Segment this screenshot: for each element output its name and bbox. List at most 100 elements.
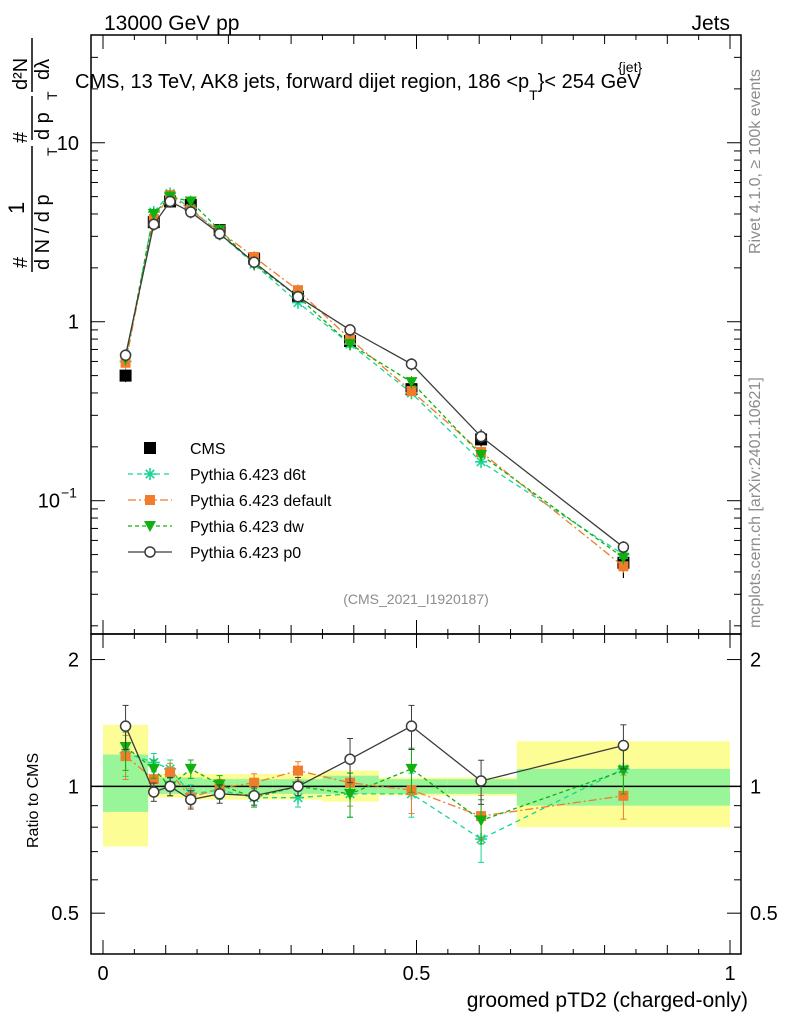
- ratio-point-3: [119, 720, 132, 732]
- ratio-point-3: [475, 775, 487, 787]
- main-point-3: [213, 228, 226, 240]
- y-tick-label: 1: [68, 312, 79, 334]
- ratio-y-axis-label: Ratio to CMS: [25, 753, 42, 848]
- main-point-3: [475, 430, 487, 443]
- main-point-3: [248, 256, 260, 268]
- main-point-3: [164, 195, 176, 208]
- x-tick-label: 0: [97, 963, 108, 985]
- chart-title: CMS, 13 TeV, AK8 jets, forward dijet reg…: [75, 59, 642, 103]
- main-point-1: [292, 285, 303, 296]
- ratio-point-1: [618, 790, 629, 801]
- main-point-3: [185, 206, 197, 218]
- ratio-tick-label-right: 2: [750, 650, 761, 672]
- ratio-tick-label-left: 2: [68, 650, 79, 672]
- ratio-point-2: [405, 763, 418, 775]
- legend-label-1: Pythia 6.423 d6t: [190, 467, 306, 484]
- ratio-point-3: [185, 793, 197, 806]
- ratio-tick-label-right: 1: [750, 776, 761, 798]
- ratio-point-3: [344, 753, 356, 765]
- x-tick-label: 0.5: [403, 963, 431, 985]
- main-point-2: [344, 339, 357, 351]
- main-series-layer: [119, 187, 630, 578]
- y-tick-label-exp: −1: [61, 485, 77, 501]
- main-point-2: [147, 208, 160, 220]
- ratio-point-3: [405, 720, 418, 732]
- ratio-point-2: [147, 763, 160, 775]
- ratio-tick-label-left: 0.5: [51, 903, 79, 925]
- main-point-2: [184, 196, 197, 208]
- ylabel-t2: T: [44, 91, 60, 100]
- main-point-2: [475, 450, 488, 462]
- ylabel-dlambda: dλ: [32, 59, 54, 80]
- legend-label-0: CMS: [190, 441, 226, 458]
- main-point-3: [405, 358, 418, 370]
- ylabel-hash2: #: [10, 131, 32, 143]
- legend-label-3: Pythia 6.423 dw: [190, 519, 304, 536]
- svg-text:CMS, 13 TeV, AK8 jets, forward: CMS, 13 TeV, AK8 jets, forward dijet reg…: [75, 71, 641, 103]
- ratio-point-1: [249, 777, 260, 788]
- ratio-tick-label-right: 0.5: [750, 903, 778, 925]
- ratio-point-3: [617, 739, 630, 752]
- ratio-series-layer: [119, 704, 630, 863]
- ratio-point-3: [292, 780, 304, 793]
- ratio-line-1: [125, 755, 624, 817]
- ylabel-hash1: #: [10, 256, 32, 268]
- main-y-axis-label: # 1 d N / d p T # d p T d²N dλ: [4, 38, 60, 272]
- y-tick-label: 10: [57, 133, 79, 155]
- ratio-point-1: [165, 767, 176, 778]
- main-point-3: [344, 324, 356, 336]
- mcplots-label: mcplots.cern.ch [arXiv:2401.10621]: [747, 377, 764, 628]
- header-left: 13000 GeV pp: [104, 12, 239, 35]
- ratio-point-3: [164, 780, 176, 793]
- legend-marker-3: [144, 521, 156, 532]
- ylabel-one: 1: [4, 202, 29, 214]
- ratio-point-1: [292, 765, 303, 776]
- main-point-1: [618, 561, 629, 572]
- legend-label-2: Pythia 6.423 default: [190, 493, 332, 510]
- main-point-2: [617, 552, 630, 564]
- rivet-label: Rivet 4.1.0, ≥ 100k events: [747, 69, 764, 254]
- main-point-3: [292, 290, 304, 303]
- y-tick-label: 10: [38, 491, 60, 513]
- ylabel-d2n: d²N: [10, 58, 32, 90]
- analysis-id: (CMS_2021_I1920187): [343, 591, 489, 607]
- ratio-point-1: [148, 774, 159, 785]
- ratio-point-3: [148, 786, 160, 798]
- main-frame: [90, 34, 742, 635]
- legend-marker-1: [144, 468, 156, 480]
- main-line-0: [124, 192, 624, 556]
- title-before: CMS, 13 TeV, AK8 jets, forward dijet reg…: [75, 71, 529, 93]
- legend-marker-cms: [144, 442, 156, 454]
- title-sub: T: [529, 87, 538, 103]
- ratio-point-2: [475, 815, 488, 827]
- header-right: Jets: [691, 12, 730, 35]
- main-point-3: [617, 541, 630, 553]
- ratio-point-2: [617, 765, 630, 777]
- ratio-point-3: [213, 788, 226, 800]
- ratio-point-3: [248, 790, 260, 802]
- ratio-point-2: [184, 763, 197, 775]
- main-point-2: [405, 377, 418, 389]
- legend: CMS Pythia 6.423 d6t Pythia 6.423 default P…: [128, 441, 332, 562]
- ratio-tick-label-left: 1: [68, 776, 79, 798]
- ylabel-dn-dpt: d N / d p: [32, 194, 54, 270]
- x-tick-label: 1: [724, 963, 735, 985]
- title-after: }< 254 GeV: [538, 71, 642, 93]
- legend-marker-2: [145, 495, 155, 505]
- main-line-1: [124, 194, 624, 567]
- ratio-point-2: [344, 788, 357, 800]
- ylabel-dpt-den: d p: [32, 112, 54, 140]
- ratio-point-0: [291, 791, 304, 804]
- title-sup: {jet}: [618, 59, 642, 75]
- main-point-3: [119, 349, 132, 361]
- legend-label-4: Pythia 6.423 p0: [190, 545, 301, 562]
- legend-marker-4: [144, 546, 156, 558]
- main-point-1: [406, 386, 417, 397]
- cms-point: [119, 369, 132, 382]
- x-axis-label: groomed pTD2 (charged-only): [467, 989, 748, 1012]
- ylabel-t1: T: [44, 147, 60, 156]
- main-point-0: [475, 455, 488, 468]
- main-point-3: [148, 218, 160, 231]
